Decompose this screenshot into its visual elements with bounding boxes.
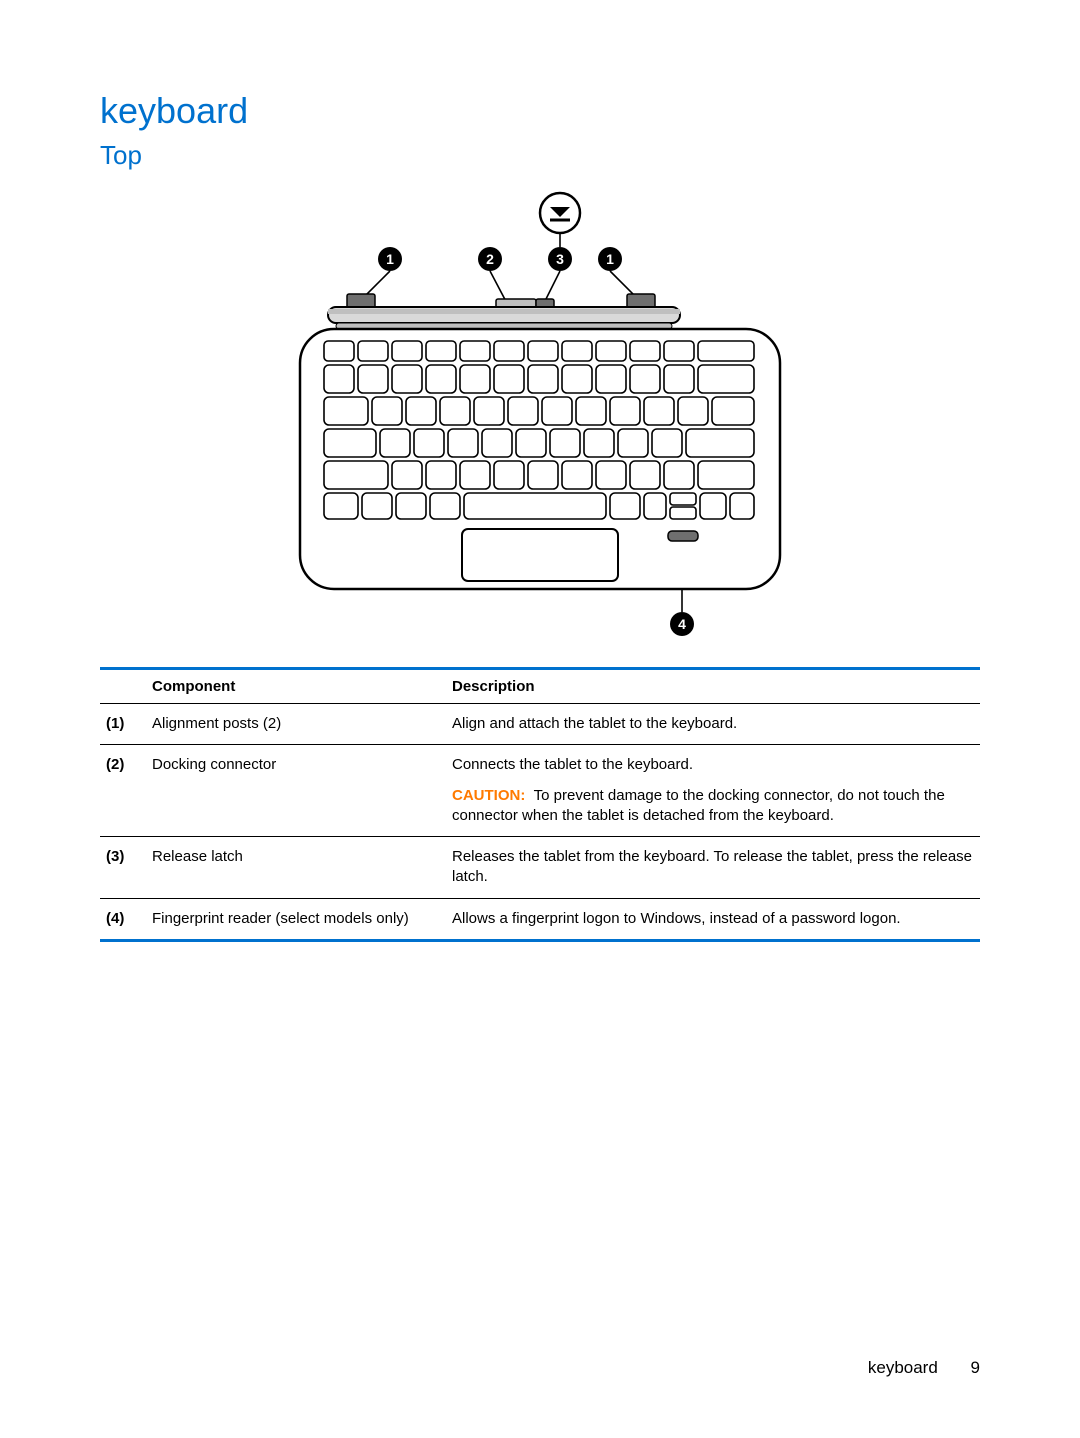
caution-label: CAUTION: <box>452 787 525 804</box>
callout-1a: 1 <box>378 247 402 271</box>
fingerprint-reader <box>668 531 698 541</box>
table-row: (1) Alignment posts (2) Align and attach… <box>100 704 980 745</box>
callout-1b: 1 <box>598 247 622 271</box>
page-footer: keyboard 9 <box>868 1358 980 1378</box>
table-row: (3) Release latch Releases the tablet fr… <box>100 837 980 899</box>
footer-page-number: 9 <box>971 1358 980 1377</box>
section-subtitle: Top <box>100 140 980 171</box>
component-table: Component Description (1) Alignment post… <box>100 667 980 942</box>
th-component: Component <box>146 669 446 704</box>
page-title: keyboard <box>100 90 980 132</box>
touchpad <box>462 529 618 581</box>
svg-text:1: 1 <box>606 251 614 267</box>
keyboard-illustration: 1 2 3 1 4 <box>240 189 840 649</box>
table-row: (2) Docking connector Connects the table… <box>100 745 980 837</box>
svg-text:2: 2 <box>486 251 494 267</box>
table-row: (4) Fingerprint reader (select models on… <box>100 898 980 940</box>
callout-2: 2 <box>478 247 502 271</box>
keyboard-diagram: 1 2 3 1 4 <box>100 189 980 649</box>
svg-text:3: 3 <box>556 251 564 267</box>
callout-4: 4 <box>670 612 694 636</box>
svg-text:1: 1 <box>386 251 394 267</box>
callout-3: 3 <box>548 247 572 271</box>
hinge-assembly <box>328 294 680 329</box>
svg-text:4: 4 <box>678 616 686 632</box>
th-description: Description <box>446 669 980 704</box>
release-latch-icon <box>540 193 580 233</box>
footer-label: keyboard <box>868 1358 938 1377</box>
